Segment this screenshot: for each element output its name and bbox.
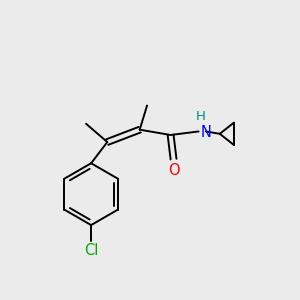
Text: H: H [196, 110, 206, 123]
Text: Cl: Cl [84, 243, 98, 258]
Text: O: O [168, 163, 179, 178]
Text: N: N [201, 124, 212, 140]
